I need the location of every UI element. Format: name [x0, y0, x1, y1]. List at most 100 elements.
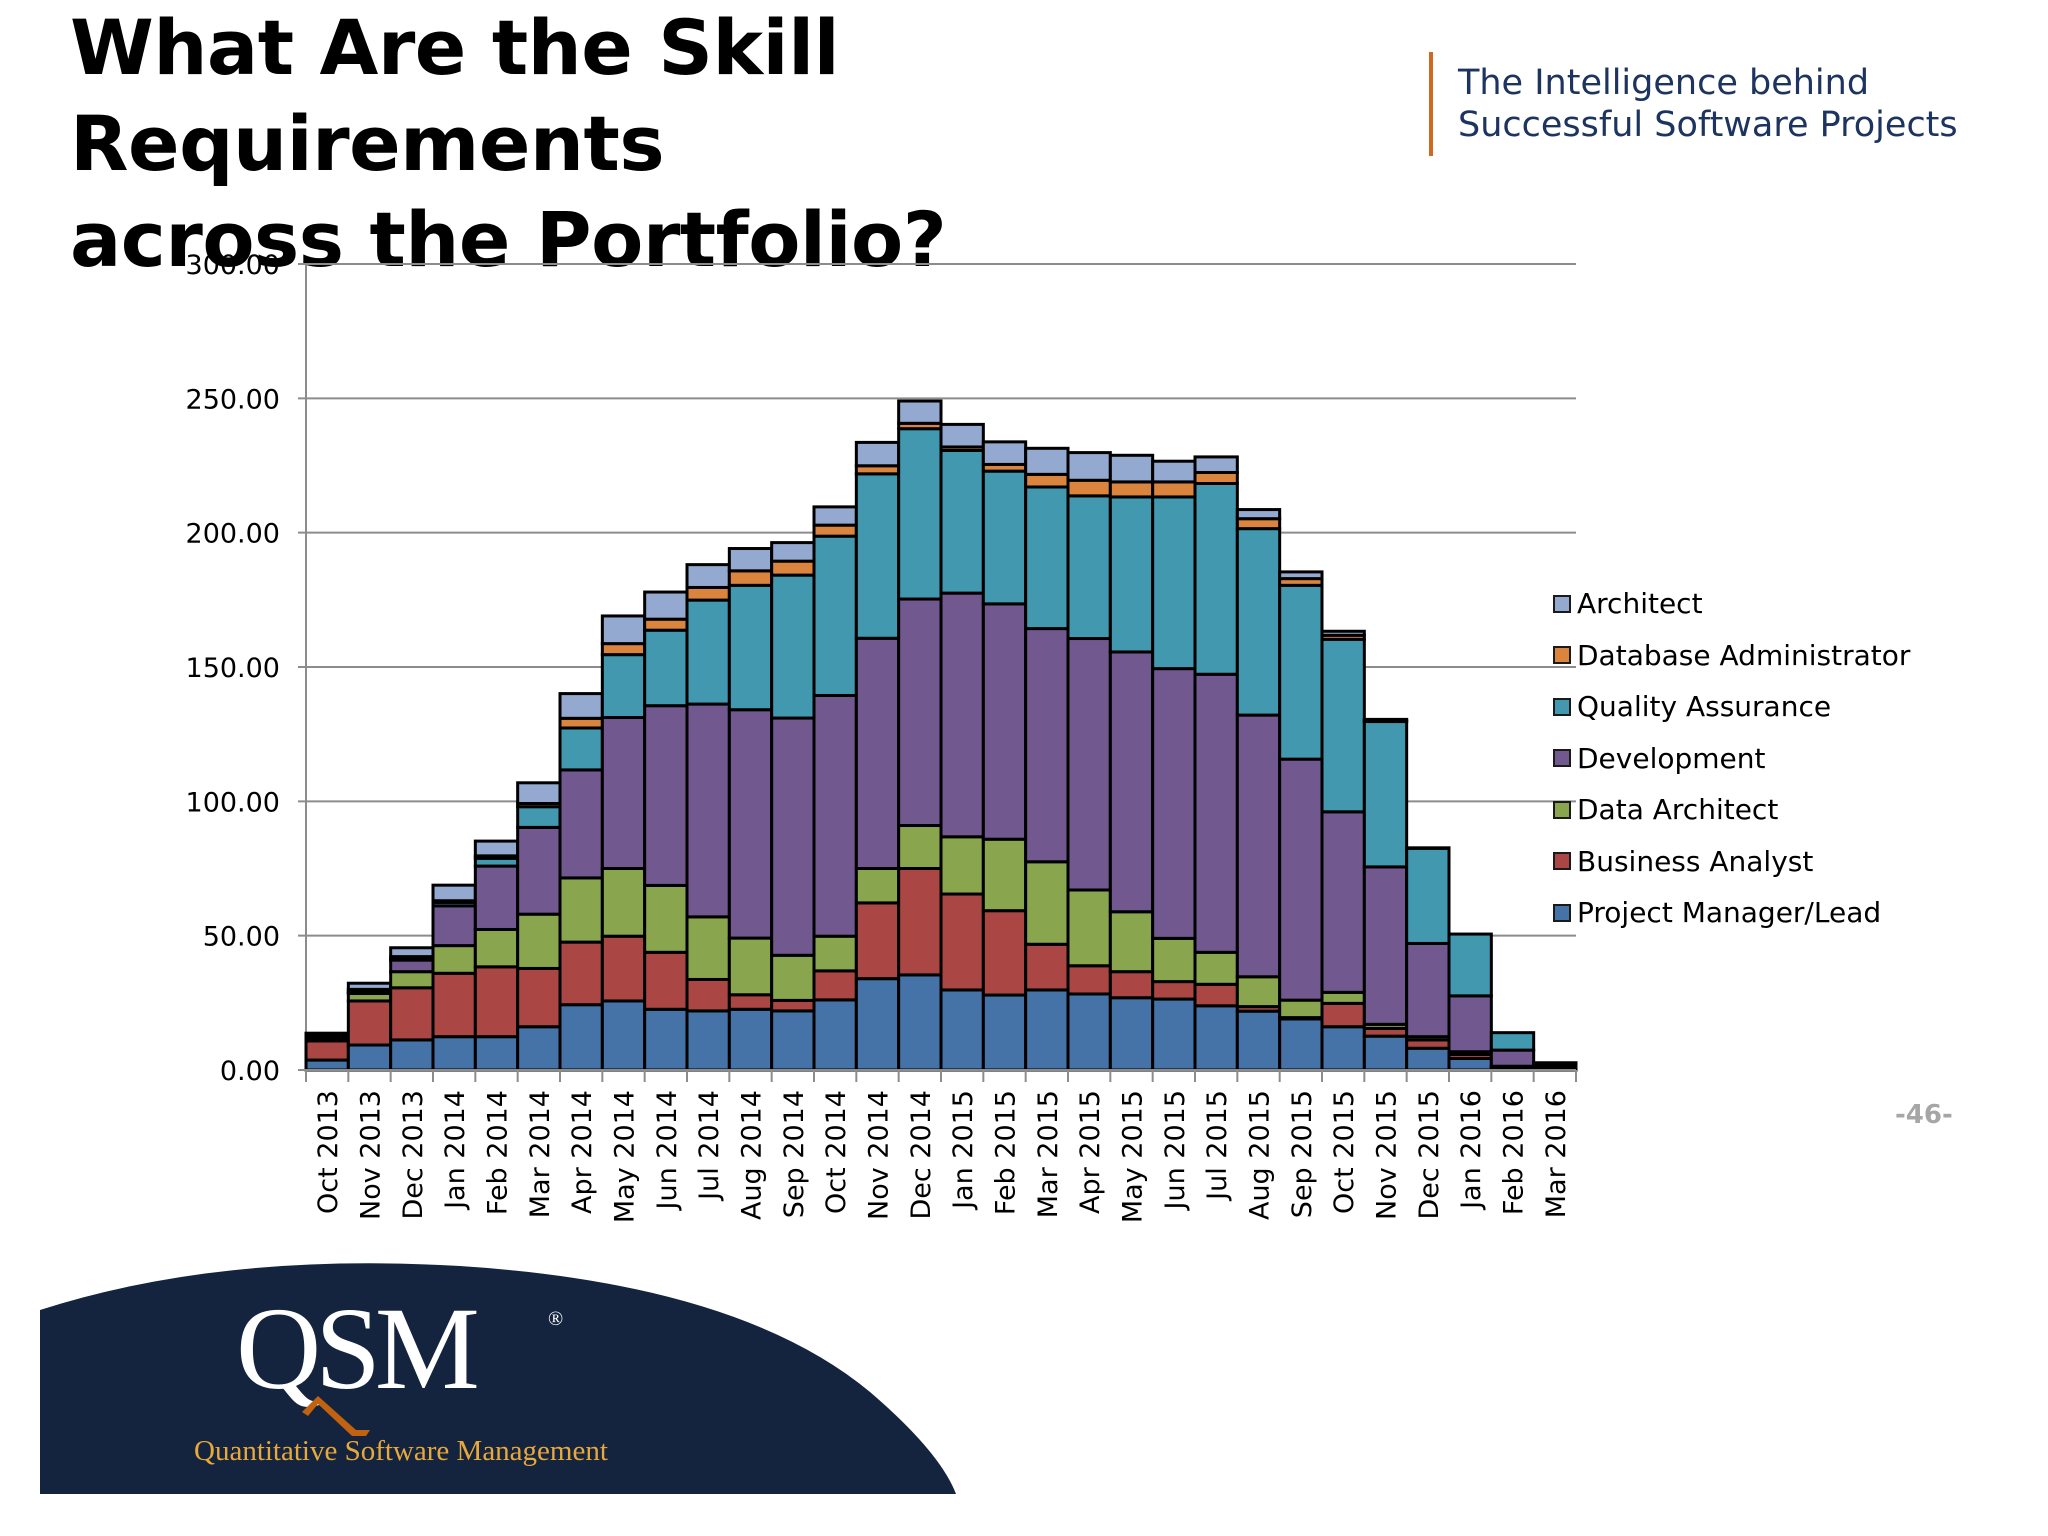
bar-stack [643, 590, 689, 1072]
bar-segment [558, 1003, 604, 1072]
bar-segment [812, 534, 858, 697]
bar-segment [1024, 860, 1070, 946]
x-tick-label: Mar 2014 [525, 1090, 556, 1218]
bar-segment [854, 472, 901, 640]
tagline-accent-bar [1429, 52, 1433, 156]
bar-segment [1193, 950, 1239, 986]
bar-segment [1151, 495, 1197, 671]
bar-segment [1151, 480, 1197, 499]
bar-segment [1024, 942, 1070, 992]
bar-segment [854, 901, 901, 981]
bar-segment [1193, 672, 1239, 954]
page-number: -46- [1895, 1100, 1953, 1130]
legend-label: Data Architect [1577, 793, 1779, 827]
bar-stack [304, 1031, 350, 1072]
bar-segment [1193, 1004, 1239, 1072]
bar-segment [1320, 810, 1366, 994]
logo-subtitle: Quantitative Software Management [194, 1435, 608, 1467]
bar-segment [304, 1039, 350, 1062]
bar-segment [1108, 910, 1155, 974]
x-tick-label: Dec 2013 [398, 1090, 429, 1220]
bar-segment [1235, 508, 1282, 521]
bar-segment [600, 934, 647, 1003]
legend-item: Database Administrator [1553, 630, 1910, 682]
x-tick-label: Feb 2016 [1499, 1090, 1530, 1215]
bar-segment [727, 1007, 774, 1072]
bar-segment [346, 981, 393, 991]
bar-segment [1489, 1031, 1536, 1052]
bar-segment [558, 876, 604, 944]
bar-segment [600, 716, 647, 870]
bar-segment [1447, 932, 1493, 998]
bar-segment [431, 883, 477, 903]
bar-stack [1024, 446, 1070, 1072]
bar-segment [812, 693, 858, 938]
bar-segment [1193, 455, 1239, 474]
bar-segment [389, 1038, 435, 1072]
legend-label: Architect [1577, 587, 1703, 621]
bar-segment [1447, 1056, 1493, 1072]
bar-segment [854, 636, 901, 871]
x-tick-label: Apr 2015 [1075, 1090, 1106, 1214]
bar-segment [1235, 527, 1282, 717]
bar-segment [812, 969, 858, 1002]
bar-stack [1235, 508, 1282, 1072]
bar-stack [939, 422, 985, 1072]
bar-segment [897, 867, 943, 977]
tagline-line-1: The Intelligence behind [1458, 63, 1870, 103]
bar-segment [600, 999, 647, 1072]
y-tick-label: 250.00 [186, 384, 280, 415]
bar-segment [1108, 996, 1155, 1072]
bar-segment [1193, 982, 1239, 1008]
bar-segment [600, 614, 647, 646]
x-tick-label: Feb 2015 [991, 1090, 1022, 1215]
bar-segment [685, 563, 731, 589]
bar-stack [346, 981, 393, 1072]
bar-stack [1193, 455, 1239, 1072]
x-tick-label: Nov 2014 [864, 1090, 895, 1220]
bar-segment [770, 998, 816, 1013]
bar-stack [1066, 451, 1112, 1072]
logo-background-shape [40, 1263, 956, 1494]
registered-mark: ® [548, 1308, 564, 1330]
bar-segment [600, 653, 647, 720]
bar-segment [643, 617, 689, 632]
bar-segment [1024, 485, 1070, 631]
x-tick-label: Jan 2016 [1456, 1090, 1487, 1211]
bar-segment [473, 1035, 520, 1072]
bar-segment [1278, 1017, 1324, 1072]
bar-segment [727, 708, 774, 940]
bar-segment [770, 1009, 816, 1072]
bar-segment [897, 597, 943, 828]
bar-segment [1362, 1034, 1409, 1072]
logo-banner [40, 1262, 960, 1494]
slide-title-line-1: What Are the Skill Requirements [70, 3, 840, 188]
tagline-line-2: Successful Software Projects [1458, 105, 1958, 145]
bar-segment [346, 1043, 393, 1072]
bar-segment [516, 966, 562, 1029]
bar-stack [897, 399, 943, 1072]
bar-segment [981, 602, 1028, 841]
bar-stack [1108, 453, 1155, 1072]
y-tick-label: 50.00 [203, 922, 280, 953]
bar-segment [516, 805, 562, 829]
bar-segment [812, 523, 858, 538]
bar-segment [643, 950, 689, 1011]
bar-segment [1362, 865, 1409, 1026]
bar-segment [770, 716, 816, 957]
bar-stack [770, 541, 816, 1072]
bar-segment [727, 936, 774, 997]
bar-segment [473, 965, 520, 1039]
y-tick-label: 150.00 [186, 653, 280, 684]
bar-segment [600, 642, 647, 657]
legend-label: Business Analyst [1577, 844, 1814, 878]
x-tick-label: Mar 2015 [1033, 1090, 1064, 1218]
bar-segment [346, 999, 393, 1047]
bar-segment [389, 946, 435, 959]
bar-segment [473, 864, 520, 931]
legend-swatch-icon [1553, 697, 1571, 716]
bar-segment [770, 573, 816, 720]
bar-segment [643, 883, 689, 954]
x-tick-label: Jun 2015 [1160, 1090, 1191, 1211]
x-tick-label: Jul 2014 [694, 1090, 725, 1202]
